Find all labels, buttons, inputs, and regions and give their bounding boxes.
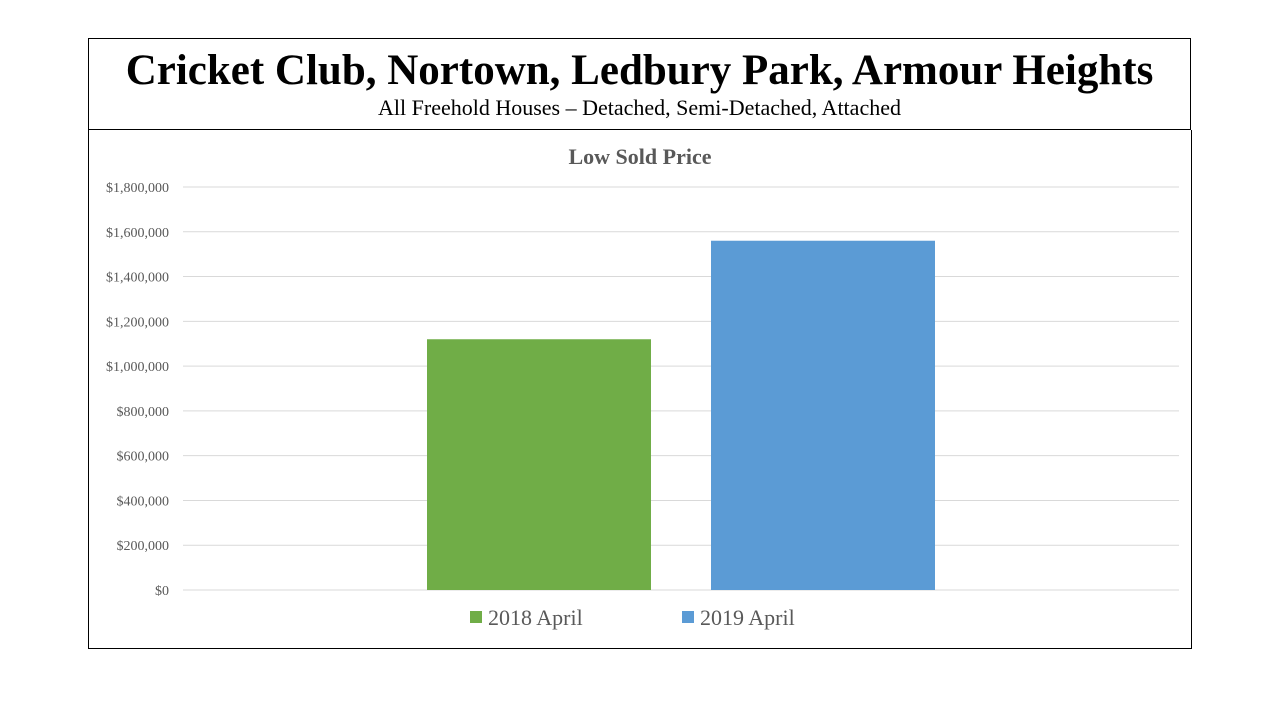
page-subtitle: All Freehold Houses – Detached, Semi-Det…: [378, 95, 901, 120]
y-tick-label: $1,800,000: [106, 181, 169, 196]
legend-swatch: [470, 611, 482, 623]
bar-2018-april: [427, 339, 651, 590]
legend: 2018 April 2019 April: [470, 605, 795, 630]
y-tick-label: $600,000: [117, 450, 170, 465]
header-box: Cricket Club, Nortown, Ledbury Park, Arm…: [88, 38, 1191, 130]
y-tick-label: $1,400,000: [106, 271, 169, 286]
legend-label: 2018 April: [488, 605, 583, 630]
y-tick-label: $1,600,000: [106, 226, 169, 241]
bars: [427, 240, 935, 590]
y-tick-label: $1,000,000: [106, 360, 169, 375]
bar-2019-april: [711, 240, 935, 590]
chart-area: Low Sold Price $0 $200,000 $400,000 $600,00…: [88, 130, 1192, 649]
page-title: Cricket Club, Nortown, Ledbury Park, Arm…: [125, 47, 1154, 94]
chart-title: Low Sold Price: [569, 144, 712, 169]
gridlines: [183, 186, 1179, 591]
legend-label: 2019 April: [700, 605, 795, 630]
y-tick-label: $0: [155, 584, 169, 599]
y-axis-ticks: $0 $200,000 $400,000 $600,000 $800,000 $1,000…: [106, 181, 169, 599]
y-tick-label: $200,000: [117, 539, 170, 554]
y-tick-label: $400,000: [117, 494, 170, 509]
y-tick-label: $800,000: [117, 405, 170, 420]
bar-chart: Low Sold Price $0 $200,000 $400,000 $600,00…: [106, 144, 1179, 630]
legend-swatch: [682, 611, 694, 623]
y-tick-label: $1,200,000: [106, 315, 169, 330]
